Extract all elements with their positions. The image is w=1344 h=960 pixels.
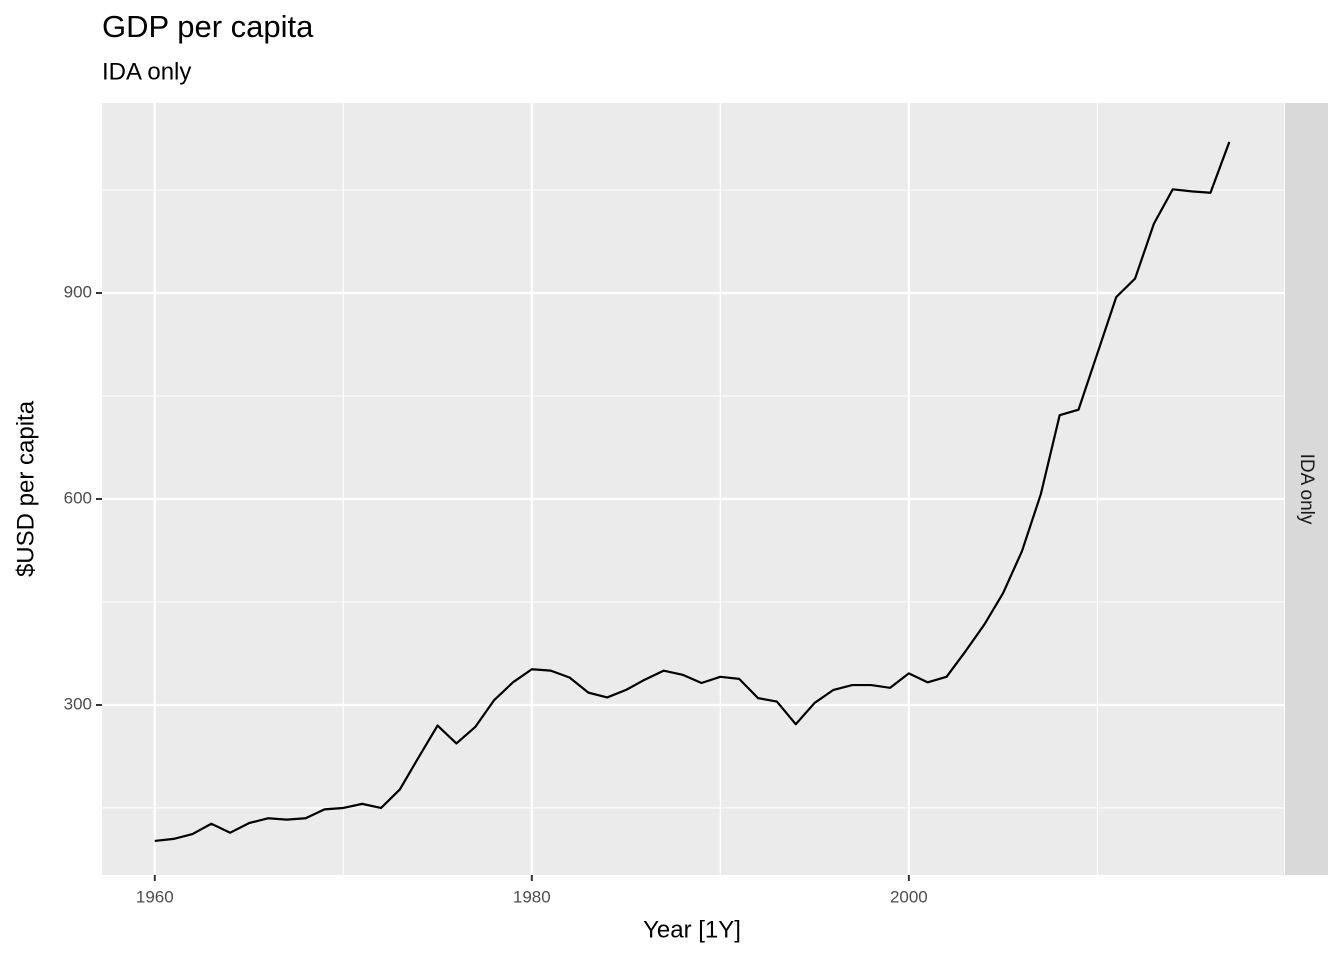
facet-label: IDA only xyxy=(1296,454,1317,525)
x-tick-label: 1960 xyxy=(136,887,174,906)
x-axis-label: Year [1Y] xyxy=(643,916,741,943)
facet-strip xyxy=(1285,103,1328,875)
y-tick-label: 900 xyxy=(64,282,92,301)
y-tick-label: 300 xyxy=(64,694,92,713)
y-axis-label: $USD per capita xyxy=(12,400,39,577)
x-tick-label: 1980 xyxy=(513,887,551,906)
chart-subtitle: IDA only xyxy=(102,58,191,85)
chart-title: GDP per capita xyxy=(102,9,314,44)
plot-panel xyxy=(102,103,1284,875)
x-tick-label: 2000 xyxy=(890,887,928,906)
data-line xyxy=(154,141,1231,843)
y-tick-label: 600 xyxy=(64,488,92,507)
